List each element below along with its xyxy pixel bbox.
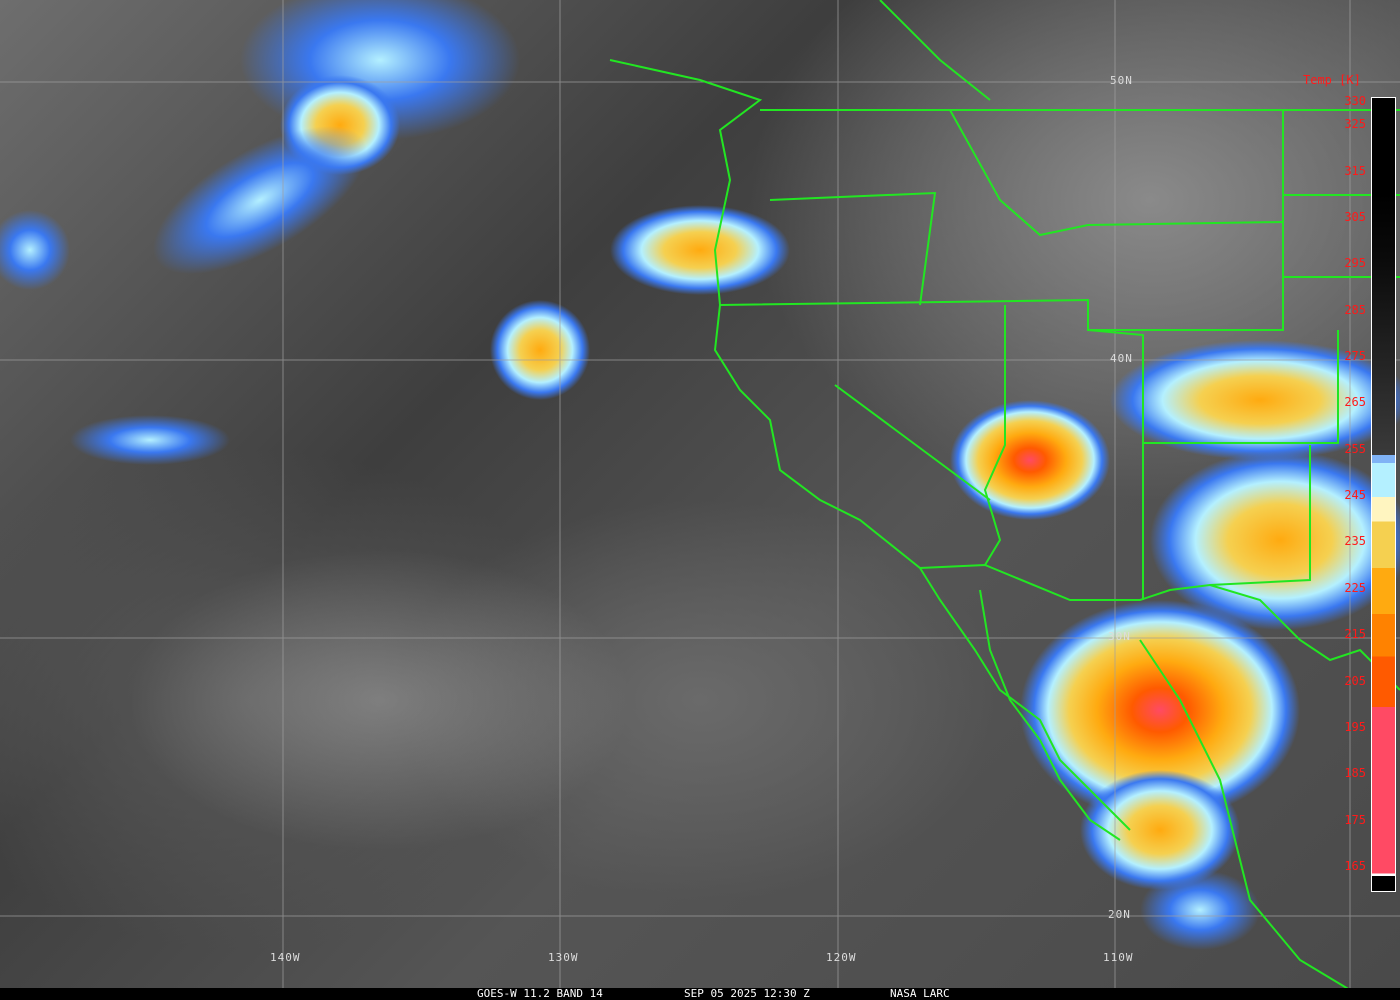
colorbar-tick-label: 245	[1344, 488, 1366, 503]
colorbar-tick-label: 175	[1344, 812, 1366, 827]
colorbar-title: Temp [K]	[1303, 73, 1361, 87]
image-caption: GOES-W 11.2 BAND 14 SEP 05 2025 12:30 Z …	[0, 988, 1400, 1000]
credit-label: NASA LARC	[890, 987, 950, 1000]
satellite-band-label: GOES-W 11.2 BAND 14	[477, 987, 603, 1000]
longitude-label: 110W	[1103, 951, 1134, 964]
colorbar-tick-label: 185	[1344, 766, 1366, 781]
colorbar-tick-label: 205	[1344, 673, 1366, 688]
colorbar-tick-label: 305	[1344, 209, 1366, 224]
political-borders	[609, 0, 1400, 988]
colorbar-tick-label: 225	[1344, 580, 1366, 595]
colorbar-tick-label: 235	[1344, 534, 1366, 549]
latitude-label: 40N	[1110, 352, 1133, 365]
colorbar-tick-label: 215	[1344, 627, 1366, 642]
colorbar-tick-label: 330	[1344, 94, 1366, 108]
colorbar-tick-label: 295	[1344, 256, 1366, 271]
latitude-label: 20N	[1108, 908, 1131, 921]
temperature-colorbar	[1371, 97, 1396, 892]
longitude-label: 140W	[270, 951, 301, 964]
colorbar-tick-label: 275	[1344, 349, 1366, 363]
colorbar-tick-label: 165	[1344, 859, 1366, 873]
longitude-label: 120W	[826, 951, 857, 964]
colorbar-tick-label: 285	[1344, 302, 1366, 317]
colorbar-tick-label: 195	[1344, 719, 1366, 734]
datetime-label: SEP 05 2025 12:30 Z	[684, 987, 810, 1000]
colorbar-tick-label: 315	[1344, 163, 1366, 178]
longitude-label: 130W	[548, 951, 579, 964]
latitude-label: 50N	[1110, 74, 1133, 87]
cloud-features	[0, 0, 1400, 950]
colorbar-tick-label: 325	[1344, 117, 1366, 132]
colorbar-tick-label: 255	[1344, 441, 1366, 456]
latitude-label: 30N	[1108, 630, 1131, 643]
colorbar-tick-label: 265	[1344, 395, 1366, 410]
